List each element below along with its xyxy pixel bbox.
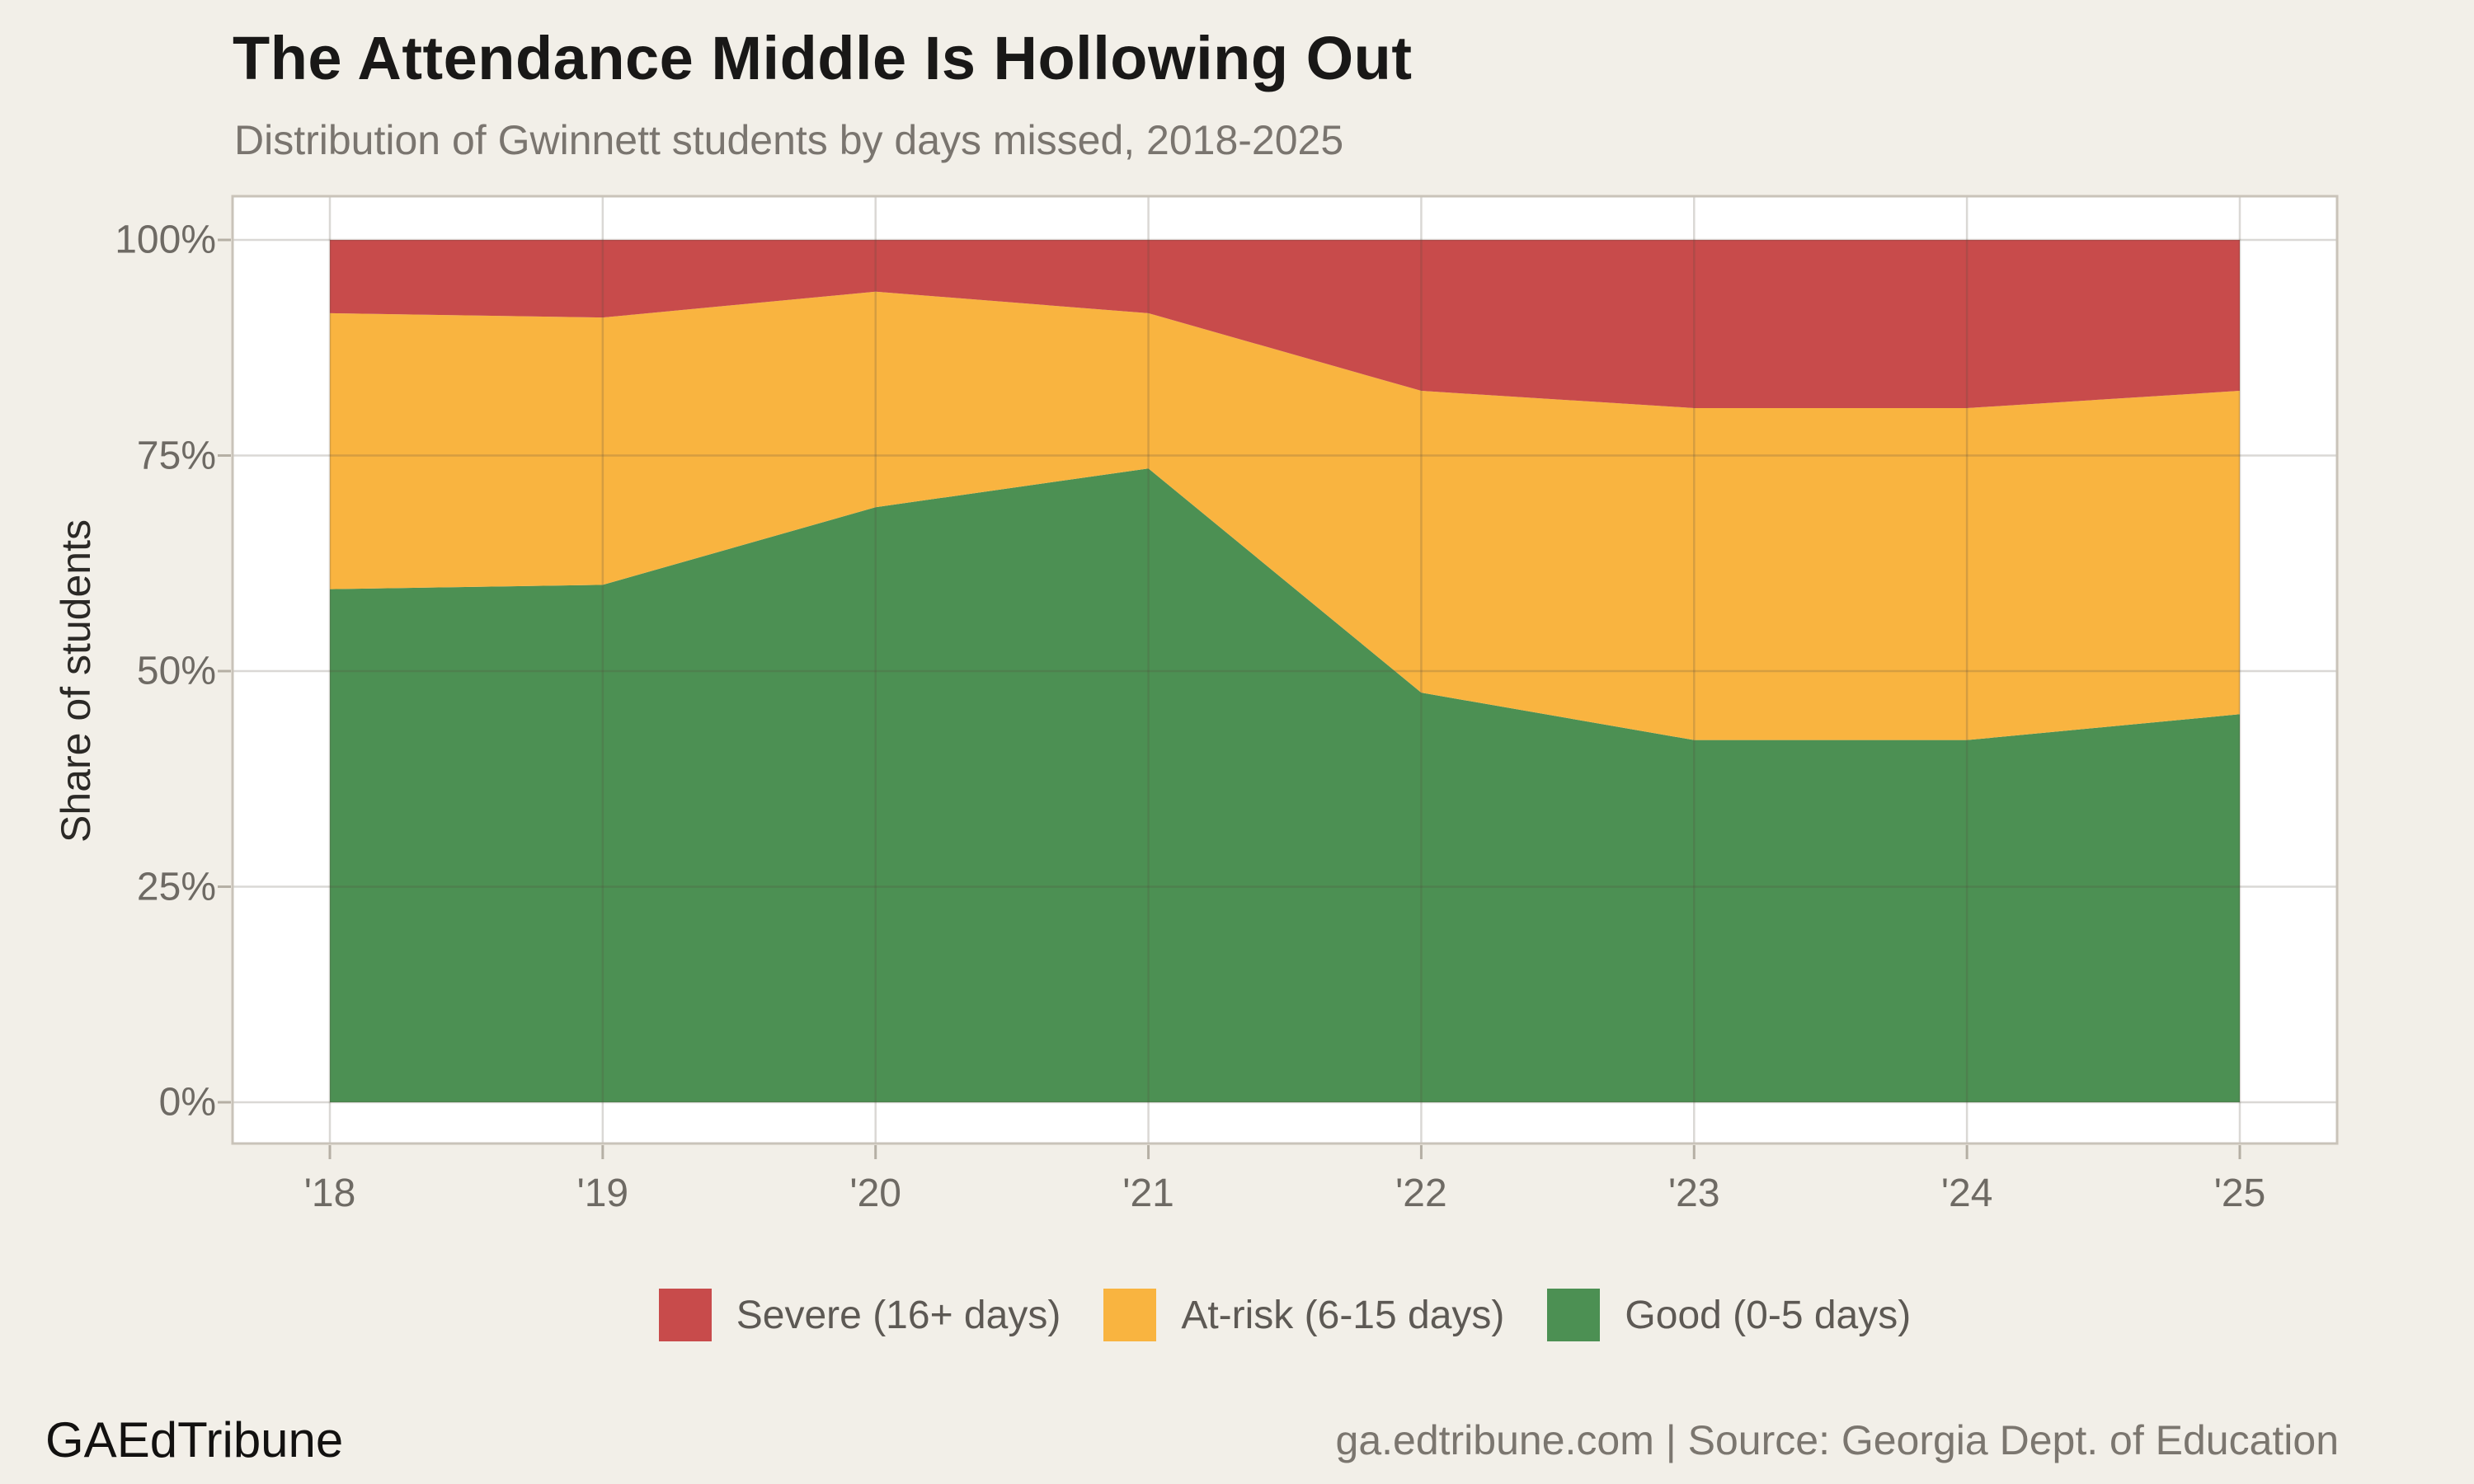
legend-swatch-icon [1547, 1289, 1601, 1341]
legend-swatch-icon [1103, 1289, 1157, 1341]
y-tick-label: 75% [136, 434, 216, 477]
y-tick-label: 50% [136, 649, 216, 693]
x-tick-label: '20 [849, 1172, 901, 1215]
x-tick-label: '19 [576, 1172, 629, 1215]
y-tick-label: 0% [158, 1080, 216, 1125]
legend-label: At-risk (6-15 days) [1181, 1293, 1505, 1337]
area-atrisk [330, 291, 2240, 740]
legend-swatch-icon [658, 1289, 712, 1341]
x-tick-label: '21 [1122, 1172, 1174, 1215]
y-tick-label: 25% [136, 865, 216, 909]
area-severe [330, 240, 2240, 408]
legend-item: At-risk (6-15 days) [1103, 1289, 1504, 1341]
plot-panel-border [231, 195, 2339, 1145]
x-tick-label: '24 [1940, 1172, 1993, 1215]
stacked-area-plot [218, 195, 2339, 1159]
legend-item: Severe (16+ days) [658, 1289, 1061, 1341]
chart-subtitle: Distribution of Gwinnett students by day… [234, 117, 1344, 163]
legend-label: Severe (16+ days) [736, 1293, 1061, 1337]
legend: Severe (16+ days) At-risk (6-15 days) Good… [233, 1289, 2337, 1341]
x-tick-label: '23 [1668, 1172, 1720, 1215]
x-tick-label: '22 [1395, 1172, 1447, 1215]
y-axis-title: Share of students [53, 519, 99, 843]
brand-wordmark: GAEdTribune [45, 1412, 344, 1468]
y-tick-label: 100% [115, 218, 216, 262]
legend-label: Good (0-5 days) [1625, 1293, 1912, 1337]
area-good [330, 468, 2240, 1102]
x-tick-label: '25 [2213, 1172, 2266, 1215]
source-attribution: ga.edtribune.com | Source: Georgia Dept.… [1335, 1417, 2339, 1463]
chart-title: The Attendance Middle Is Hollowing Out [233, 24, 1413, 92]
x-tick-label: '18 [303, 1172, 356, 1215]
legend-item: Good (0-5 days) [1547, 1289, 1911, 1341]
